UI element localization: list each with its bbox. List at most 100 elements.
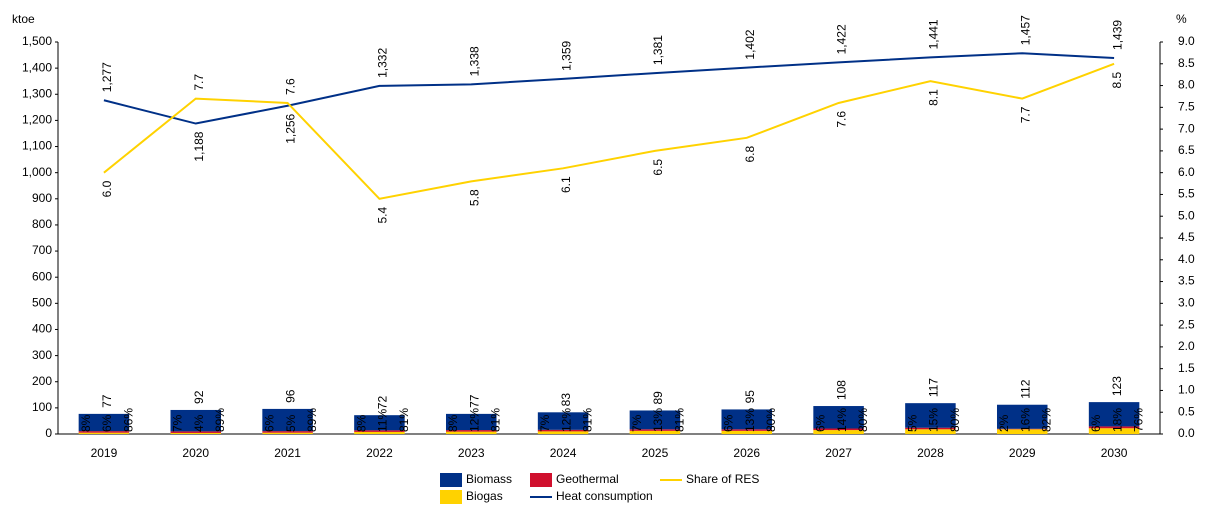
share-label: 7% [630, 414, 644, 432]
bar-segment [905, 427, 956, 430]
y-tick-label: 800 [32, 217, 52, 231]
share-label: 6% [722, 414, 736, 432]
y-tick-label: 1,500 [22, 34, 52, 48]
bar-segment [537, 412, 589, 430]
share-label: 81% [672, 408, 686, 432]
bar-segment [813, 430, 864, 434]
share-label: 80% [764, 408, 778, 432]
line-value-label: 7.7 [1018, 106, 1032, 123]
share-label: 6% [263, 414, 277, 432]
share-label: 7% [538, 414, 552, 432]
y-tick-label: 400 [32, 322, 52, 336]
share-label: 6% [814, 414, 828, 432]
y-tick-label: 1,300 [22, 86, 52, 100]
line-value-label: 1,359 [559, 40, 573, 70]
bar-segment [262, 408, 313, 432]
bar-segment [262, 431, 313, 433]
legend-label: Heat consumption [556, 489, 653, 503]
bar-segment [905, 429, 956, 434]
bar-segment [537, 429, 589, 432]
share-label: 81% [489, 408, 503, 432]
line-value-label: 8.5 [1110, 71, 1124, 88]
y-tick-label: 0 [45, 426, 52, 440]
bar-segment [996, 429, 1048, 434]
y2-tick-label: 8.0 [1178, 78, 1195, 92]
line-value-label: 1,381 [651, 35, 665, 65]
legend-label: Share of RES [686, 472, 759, 486]
y2-tick-label: 4.5 [1178, 230, 1195, 244]
y-tick-label: 1,400 [22, 60, 52, 74]
bar-segment [629, 430, 681, 434]
total-label: 117 [927, 378, 941, 397]
total-label: 92 [192, 390, 206, 404]
line-value-label: 1,256 [284, 113, 298, 143]
share-label: 8% [354, 414, 368, 432]
y2-axis-title: % [1176, 12, 1187, 26]
line-value-label: 1,188 [192, 131, 206, 161]
share-label: 80% [948, 408, 962, 432]
legend-swatch [530, 473, 552, 487]
share-label: 7% [171, 414, 185, 432]
line-value-label: 1,439 [1110, 20, 1124, 50]
share-label: 8% [446, 414, 460, 432]
x-tick-label: 2023 [458, 446, 485, 460]
y2-tick-label: 7.0 [1178, 121, 1195, 135]
total-label: 96 [284, 389, 298, 403]
share-label: 86% [121, 408, 135, 432]
y2-tick-label: 8.5 [1178, 56, 1195, 70]
legend-swatch [440, 490, 462, 504]
line-value-label: 1,457 [1018, 15, 1032, 45]
bar-segment [78, 413, 130, 432]
bar-segment [813, 406, 864, 429]
x-tick-label: 2024 [550, 446, 577, 460]
bar-segment [78, 432, 130, 434]
x-tick-label: 2025 [642, 446, 669, 460]
line-series [103, 52, 1115, 125]
y2-tick-label: 5.0 [1178, 208, 1195, 222]
share-label: 8% [79, 414, 93, 432]
total-label: 77 [100, 394, 114, 408]
total-label: 77 [467, 394, 481, 408]
y-tick-label: 900 [32, 191, 52, 205]
bar-segment [721, 409, 773, 430]
share-label: 13% [651, 408, 665, 432]
share-label: 13% [743, 408, 757, 432]
share-label: 5% [284, 414, 298, 432]
bar-segment [629, 410, 681, 430]
line-value-label: 6.5 [651, 159, 665, 176]
share-label: 6% [100, 414, 114, 432]
share-label: 14% [835, 408, 849, 432]
share-label: 15% [927, 408, 941, 432]
y2-tick-label: 2.0 [1178, 339, 1195, 353]
y-axis-title: ktoe [12, 12, 35, 26]
y-tick-label: 1,200 [22, 113, 52, 127]
bar-segment [445, 431, 497, 434]
bar-segment [721, 430, 773, 434]
bar-segment [1088, 428, 1140, 434]
total-label: 83 [559, 393, 573, 407]
bar-segment [262, 432, 313, 434]
x-tick-label: 2030 [1101, 446, 1128, 460]
bar-segment [537, 431, 589, 434]
share-label: 18% [1110, 408, 1124, 432]
share-label: 81% [397, 408, 411, 432]
bar-segment [721, 429, 773, 431]
share-label: 89% [305, 408, 319, 432]
y-tick-label: 300 [32, 348, 52, 362]
line-value-label: 1,277 [100, 62, 114, 92]
share-label: 5% [905, 414, 919, 432]
share-label: 76% [1131, 408, 1145, 432]
bar-segment [354, 415, 405, 431]
y2-tick-label: 1.0 [1178, 383, 1195, 397]
share-label: 81% [580, 408, 594, 432]
y2-tick-label: 3.0 [1178, 296, 1195, 310]
bar-segment [78, 431, 130, 433]
bar-segment [170, 432, 222, 434]
line-value-label: 7.6 [835, 111, 849, 128]
bar-segment [354, 431, 405, 434]
y2-tick-label: 0.0 [1178, 426, 1195, 440]
share-label: 82% [1040, 408, 1054, 432]
share-label: 16% [1018, 408, 1032, 432]
legend-label: Biogas [466, 489, 503, 503]
